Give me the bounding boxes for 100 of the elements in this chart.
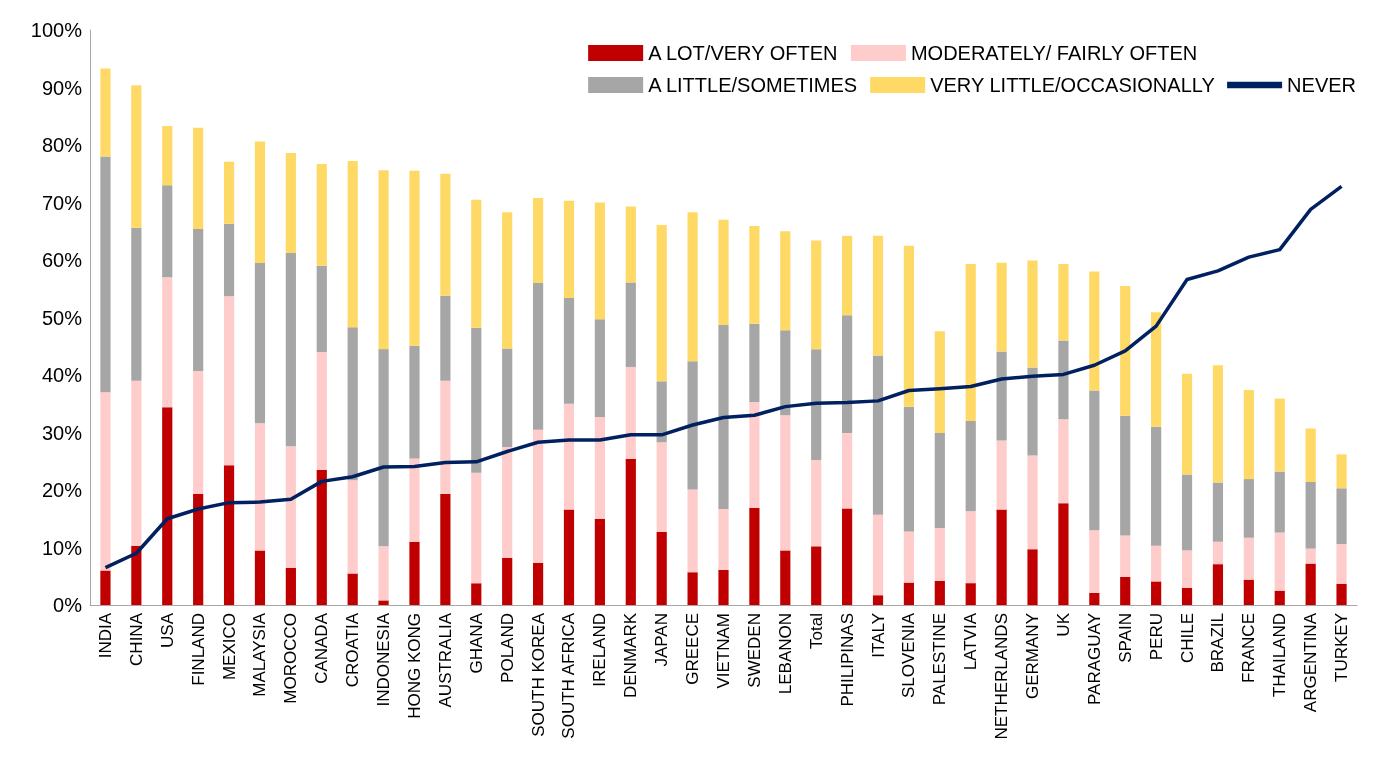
bar — [1120, 535, 1131, 577]
bar — [842, 508, 853, 605]
x-tick-label: POLAND — [497, 613, 517, 683]
bar — [285, 153, 296, 254]
bar — [842, 315, 853, 434]
bar — [780, 330, 791, 416]
bar — [440, 295, 451, 381]
y-tick-label: 0% — [53, 594, 83, 616]
bar — [347, 480, 358, 574]
x-tick-label: PERU — [1146, 613, 1166, 661]
bar — [872, 355, 884, 515]
bar — [903, 245, 915, 407]
bar — [316, 265, 327, 352]
bar — [996, 351, 1007, 441]
x-tick-label: DENMARK — [621, 612, 641, 699]
bar — [100, 68, 111, 157]
bar — [1212, 541, 1224, 565]
bar — [749, 402, 760, 508]
bar — [563, 403, 575, 510]
y-tick-label: 80% — [41, 134, 83, 156]
bar — [811, 460, 822, 547]
y-tick-label: 70% — [41, 191, 83, 214]
bar — [625, 206, 636, 283]
bar — [162, 277, 173, 408]
bar — [471, 199, 482, 328]
bar — [285, 567, 296, 605]
bar — [378, 546, 389, 601]
bar — [1027, 367, 1038, 456]
bar — [100, 156, 111, 393]
bar — [965, 421, 976, 512]
bar — [223, 161, 235, 224]
bar — [502, 212, 513, 349]
bar — [1274, 398, 1285, 472]
bar — [1212, 482, 1224, 542]
bar — [656, 442, 667, 532]
legend-label: NEVER — [1287, 74, 1356, 96]
bar — [903, 582, 915, 605]
bar — [934, 331, 945, 434]
bar — [811, 349, 822, 461]
bar — [347, 161, 358, 328]
bar — [316, 163, 327, 266]
bar — [903, 406, 915, 532]
bar — [1274, 471, 1285, 533]
y-tick-label: 60% — [41, 249, 83, 271]
bar — [1151, 312, 1162, 427]
bar — [749, 226, 760, 324]
bar — [1089, 530, 1100, 593]
bar — [1058, 264, 1069, 341]
legend-label: A LITTLE/SOMETIMES — [648, 74, 858, 96]
bar — [687, 572, 698, 605]
legend-label: A LOT/VERY OFTEN — [648, 42, 838, 64]
bar — [193, 127, 204, 229]
bar — [409, 541, 420, 605]
x-tick-label: MALAYSIA — [250, 612, 270, 697]
bar — [471, 583, 482, 605]
bar — [285, 446, 296, 568]
bar — [934, 433, 945, 528]
bar — [718, 324, 729, 509]
bar — [409, 345, 420, 459]
bar — [378, 600, 389, 605]
bar — [842, 235, 853, 316]
bar — [1181, 550, 1193, 588]
bar — [996, 509, 1007, 605]
bar — [378, 170, 389, 350]
bar — [1181, 373, 1193, 475]
bar — [872, 514, 884, 596]
bar — [625, 458, 636, 605]
bar — [254, 550, 266, 605]
x-tick-label: THAILAND — [1270, 613, 1290, 698]
bar — [1120, 576, 1131, 605]
bar — [162, 185, 173, 278]
x-tick-label: SOUTH AFRICA — [559, 612, 579, 739]
x-tick-label: GHANA — [466, 612, 486, 674]
x-tick-label: MEXICO — [219, 613, 239, 681]
bar — [440, 494, 451, 605]
bar — [193, 228, 204, 371]
bar — [1027, 549, 1038, 605]
bar — [811, 546, 822, 605]
x-tick-label: SLOVENIA — [899, 612, 919, 699]
bar — [1089, 592, 1100, 605]
bar — [1243, 479, 1254, 538]
bar — [903, 531, 915, 583]
y-tick-label: 10% — [41, 536, 83, 559]
legend-label: VERY LITTLE/OCCASIONALLY — [930, 74, 1215, 96]
bar — [100, 570, 111, 605]
bar — [594, 319, 605, 417]
bar — [563, 200, 575, 298]
x-tick-label: GERMANY — [1023, 613, 1043, 699]
bar — [625, 366, 636, 459]
bar — [223, 223, 235, 297]
bar — [996, 440, 1007, 510]
bar — [1305, 481, 1316, 549]
bar — [1305, 428, 1316, 482]
x-tick-label: SWEDEN — [744, 613, 764, 688]
bar — [1336, 583, 1347, 605]
bar — [594, 416, 605, 519]
bar — [131, 85, 142, 228]
bar — [378, 349, 389, 547]
bar — [780, 231, 791, 331]
x-tick-label: VIETNAM — [714, 613, 733, 689]
